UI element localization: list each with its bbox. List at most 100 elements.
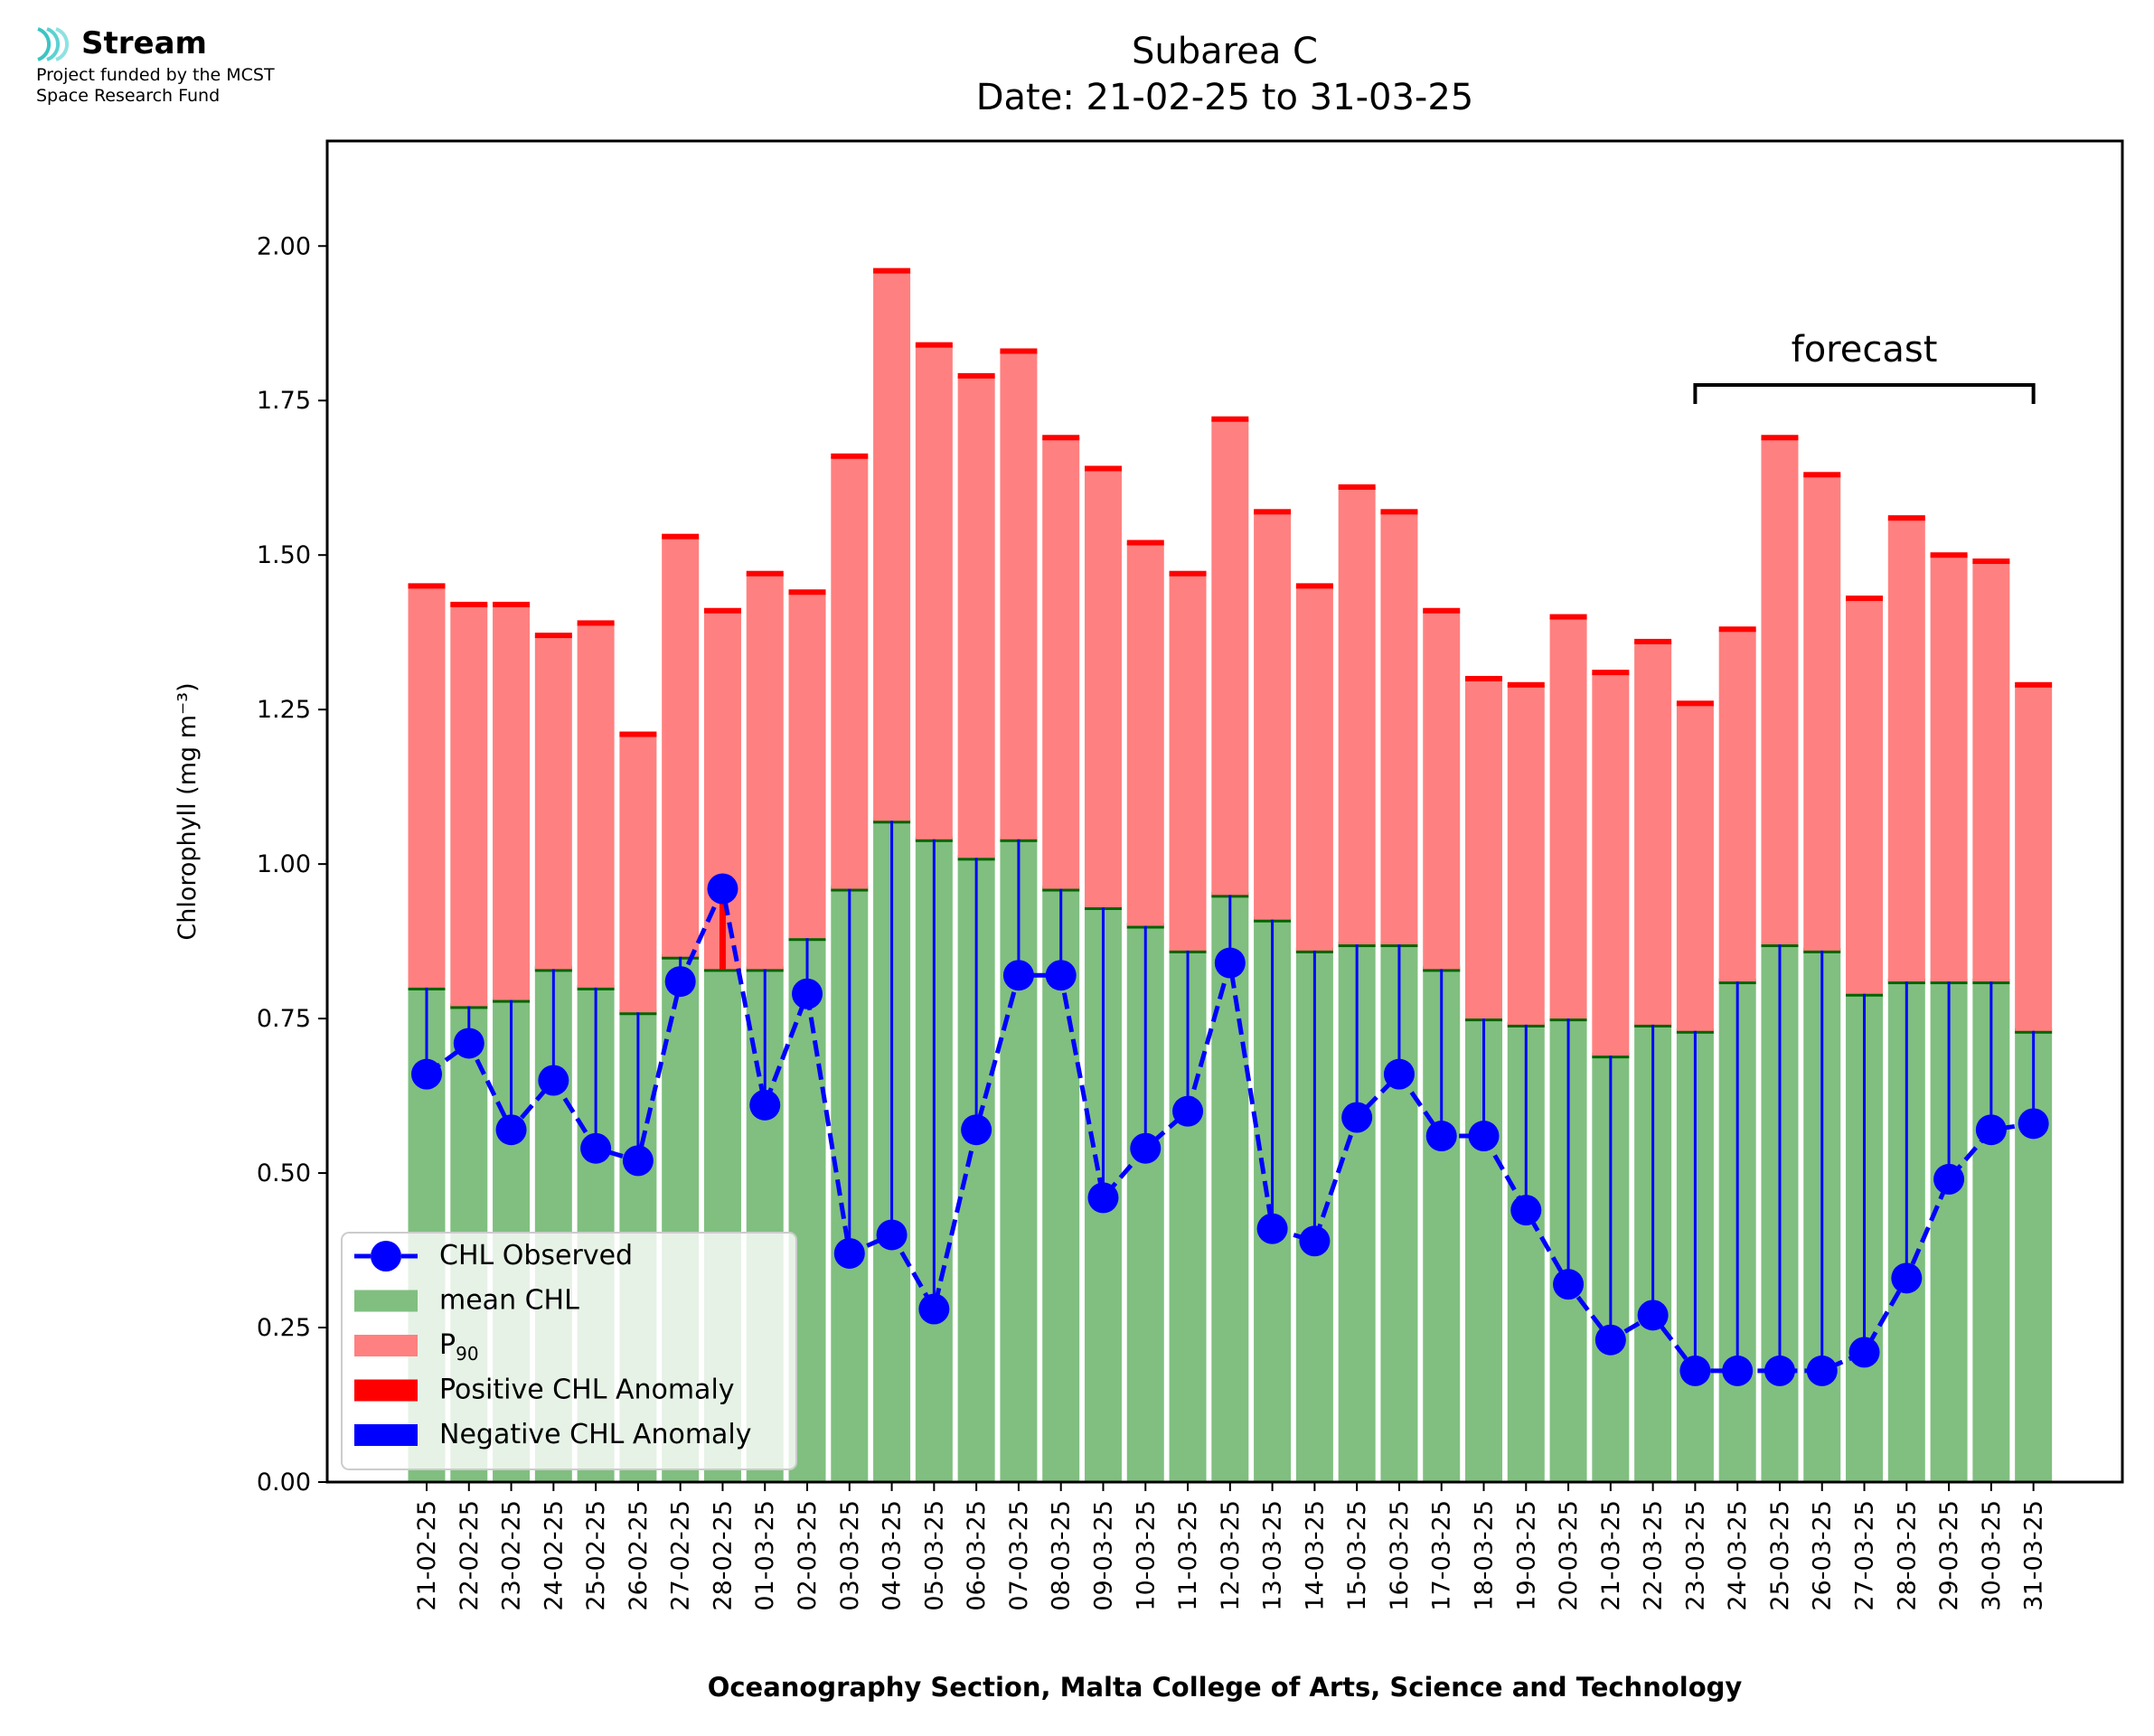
y-tick-label: 1.00 xyxy=(257,850,311,878)
y-tick-label: 0.50 xyxy=(257,1159,311,1187)
p90-bar-cap xyxy=(1380,509,1418,515)
anomaly-lines xyxy=(425,821,2036,1371)
p90-bar-cap xyxy=(1169,570,1207,577)
p90-bar xyxy=(1295,586,1333,951)
observed-point xyxy=(495,1114,527,1146)
x-axis: 21-02-25 22-02-25 23-02-25 24-02-25 25-02-25… xyxy=(413,1482,2048,1611)
y-axis: 0.00 0.25 0.50 0.75 1.00 1.25 1.50 1.75 2.00 xyxy=(257,232,327,1497)
observed-point xyxy=(1468,1121,1500,1152)
observed-point xyxy=(749,1089,781,1121)
p90-bar-cap xyxy=(1084,465,1122,472)
forecast-label: forecast xyxy=(1792,329,1938,371)
p90-bar-cap xyxy=(915,342,953,348)
p90-bar-cap xyxy=(1846,596,1884,602)
p90-bar-cap xyxy=(577,620,615,626)
p90-bar-cap xyxy=(1338,483,1376,490)
p90-bar xyxy=(1042,437,1080,889)
p90-bar xyxy=(1084,468,1122,907)
observed-point xyxy=(1722,1355,1754,1386)
observed-point xyxy=(1130,1132,1162,1164)
observed-point xyxy=(1341,1102,1373,1133)
p90-bar xyxy=(873,270,911,821)
p90-bar-cap xyxy=(957,372,995,379)
x-axis-label: Oceanography Section, Malta College of A… xyxy=(708,1672,1743,1703)
p90-bar xyxy=(1846,598,1884,994)
p90-bar-cap xyxy=(1592,670,1630,676)
y-axis-label: Chlorophyll (mg m⁻³) xyxy=(174,682,202,940)
observed-point xyxy=(1637,1300,1669,1331)
x-tick-label: 26-02-25 xyxy=(625,1500,653,1611)
p90-bar xyxy=(534,635,572,970)
p90-bar-cap xyxy=(1930,552,1968,558)
p90-bar xyxy=(1169,573,1207,951)
p90-bar xyxy=(1549,616,1587,1019)
p90-bar xyxy=(1803,474,1841,951)
p90-bar xyxy=(915,344,953,840)
p90-bar-cap xyxy=(1000,348,1038,354)
observed-point xyxy=(1764,1355,1795,1386)
x-tick-label: 08-03-25 xyxy=(1048,1500,1076,1611)
p90-bar xyxy=(957,375,995,859)
x-tick-label: 09-03-25 xyxy=(1089,1500,1117,1611)
p90-bar xyxy=(1254,511,1292,920)
p90-bar-cap xyxy=(788,589,826,596)
x-tick-label: 24-02-25 xyxy=(540,1500,568,1611)
x-tick-label: 12-03-25 xyxy=(1217,1500,1245,1611)
observed-point xyxy=(1172,1095,1204,1127)
p90-bar-cap xyxy=(1634,638,1672,644)
observed-point xyxy=(2018,1108,2049,1140)
x-tick-label: 24-03-25 xyxy=(1724,1500,1752,1611)
observed-point xyxy=(1806,1355,1838,1386)
observed-point xyxy=(961,1114,992,1146)
plot-frame xyxy=(325,139,2124,1484)
observed-point xyxy=(1299,1225,1331,1257)
p90-bar-cap xyxy=(1676,700,1714,707)
legend-patch-swatch xyxy=(354,1379,418,1402)
p90-bar xyxy=(1634,641,1672,1025)
p90-bar-cap xyxy=(1423,607,1461,614)
p90-bar-cap xyxy=(1803,472,1841,478)
p90-bar-cap xyxy=(534,633,572,639)
x-tick-label: 23-02-25 xyxy=(498,1500,526,1611)
observed-point xyxy=(1383,1058,1415,1090)
x-tick-label: 28-02-25 xyxy=(709,1500,737,1611)
p90-bar xyxy=(1465,678,1502,1019)
p90-bar xyxy=(1592,672,1630,1056)
x-tick-label: 25-02-25 xyxy=(582,1500,610,1611)
y-tick-label: 1.25 xyxy=(257,696,311,724)
observed-point xyxy=(918,1293,950,1325)
p90-bar-cap xyxy=(1254,509,1292,515)
mean-chl-bar xyxy=(1211,895,1249,1482)
observed-point xyxy=(1045,960,1077,991)
p90-bar-cap xyxy=(1761,435,1799,441)
p90-bar xyxy=(1761,437,1799,945)
legend-marker-swatch xyxy=(371,1241,401,1272)
p90-bar-cap xyxy=(1126,540,1164,546)
x-tick-label: 21-03-25 xyxy=(1597,1500,1625,1611)
stream-logo: Stream Project funded by the MCST Space … xyxy=(34,23,360,114)
p90-bar xyxy=(450,604,488,1007)
p90-bar xyxy=(662,536,700,957)
x-tick-label: 18-03-25 xyxy=(1471,1500,1499,1611)
observed-point xyxy=(1933,1163,1965,1195)
x-tick-label: 28-03-25 xyxy=(1893,1500,1921,1611)
p90-bar xyxy=(493,604,531,1000)
observed-point xyxy=(1553,1269,1585,1300)
legend-label-subscript: 90 xyxy=(456,1343,478,1365)
p90-bar xyxy=(577,623,615,988)
x-tick-label: 22-02-25 xyxy=(456,1500,484,1611)
logo-name: Stream xyxy=(81,25,207,61)
x-tick-label: 22-03-25 xyxy=(1640,1500,1668,1611)
y-tick-label: 0.25 xyxy=(257,1314,311,1342)
p90-bar xyxy=(1338,486,1376,945)
p90-bar-cap xyxy=(1295,583,1333,589)
p90-bar-cap xyxy=(831,453,869,459)
x-tick-label: 31-03-25 xyxy=(2020,1500,2048,1611)
x-tick-label: 30-03-25 xyxy=(1978,1500,2006,1611)
chart-subtitle: Date: 21-02-25 to 31-03-25 xyxy=(976,77,1474,118)
p90-bar-cap xyxy=(1507,681,1545,688)
observed-point xyxy=(1975,1114,2007,1146)
x-tick-label: 25-03-25 xyxy=(1766,1500,1794,1611)
